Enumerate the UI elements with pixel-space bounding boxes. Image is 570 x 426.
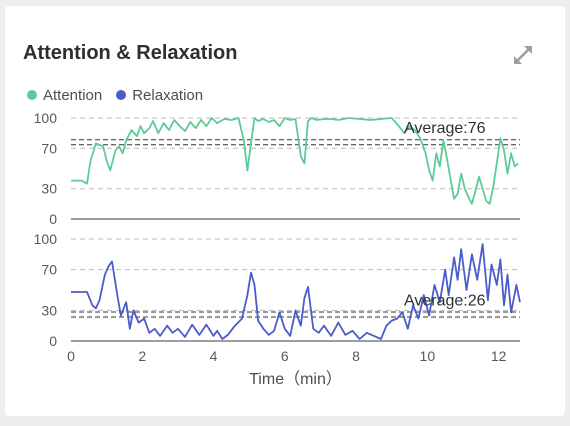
legend-label-relaxation: Relaxation xyxy=(132,86,204,104)
x-tick-label: 0 xyxy=(67,348,75,364)
relaxation-y-tick-label: 0 xyxy=(49,333,57,349)
relaxation-y-tick-label: 70 xyxy=(41,262,57,278)
relaxation-y-tick-label: 100 xyxy=(34,231,58,247)
x-tick-label: 4 xyxy=(210,348,218,364)
legend-dot-attention xyxy=(27,90,37,100)
attention-series-line xyxy=(71,117,519,205)
x-tick-label: 2 xyxy=(138,348,146,364)
legend-label-attention: Attention xyxy=(43,86,103,104)
attention-y-tick-label: 0 xyxy=(49,211,57,227)
legend-item-attention[interactable]: Attention xyxy=(27,87,102,104)
x-tick-label: 12 xyxy=(491,348,507,364)
x-tick-label: 6 xyxy=(281,348,289,364)
relaxation-average-label: Average:26 xyxy=(404,292,486,309)
x-axis-title: Time（min） xyxy=(249,370,342,388)
expand-diagonal-icon[interactable] xyxy=(510,42,536,68)
attention-y-tick-label: 100 xyxy=(34,110,58,126)
attention-average-label: Average:76 xyxy=(404,120,486,137)
attention-y-tick-label: 70 xyxy=(41,140,57,156)
relaxation-series-line xyxy=(71,243,521,340)
attention-y-tick-label: 30 xyxy=(41,181,57,197)
legend-item-relaxation[interactable]: Relaxation xyxy=(116,87,203,104)
legend-dot-relaxation xyxy=(116,90,127,100)
card-title: Attention & Relaxation xyxy=(23,42,238,64)
x-tick-label: 8 xyxy=(352,348,360,364)
x-tick-label: 10 xyxy=(420,348,436,364)
chart-card xyxy=(5,6,565,416)
relaxation-y-tick-label: 30 xyxy=(41,302,57,318)
chart-legend: Attention Relaxation xyxy=(27,85,217,105)
